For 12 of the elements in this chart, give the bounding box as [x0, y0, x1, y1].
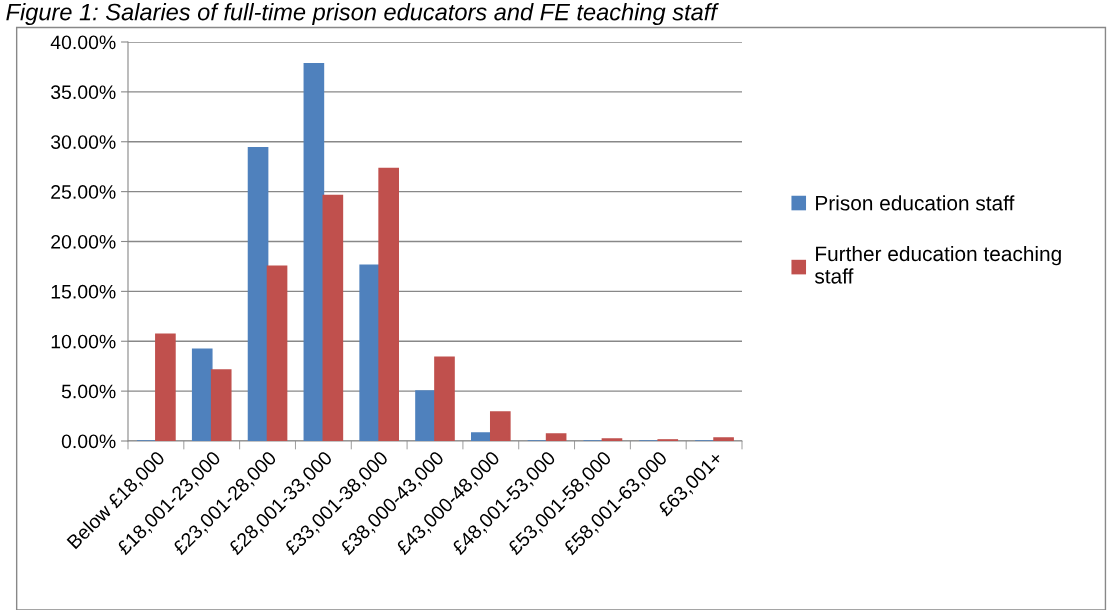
y-tick-label: 5.00% — [61, 384, 116, 399]
y-tick-label: 0.00% — [61, 434, 116, 449]
y-tick-label: 10.00% — [51, 334, 116, 349]
y-tick-label: 25.00% — [51, 185, 116, 199]
legend-label: Further education teaching staff — [814, 245, 1061, 284]
legend-label: Prison education staff — [816, 195, 1015, 211]
chart-title: Figure 1: Salaries of full-time prison educators and FE teaching staff — [6, 3, 719, 26]
y-tick-label: 40.00% — [50, 35, 116, 50]
y-tick-label: 30.00% — [50, 135, 116, 149]
y-tick-label: 15.00% — [51, 284, 116, 299]
y-tick-label: 35.00% — [50, 85, 116, 100]
y-tick-label: 20.00% — [51, 234, 116, 249]
